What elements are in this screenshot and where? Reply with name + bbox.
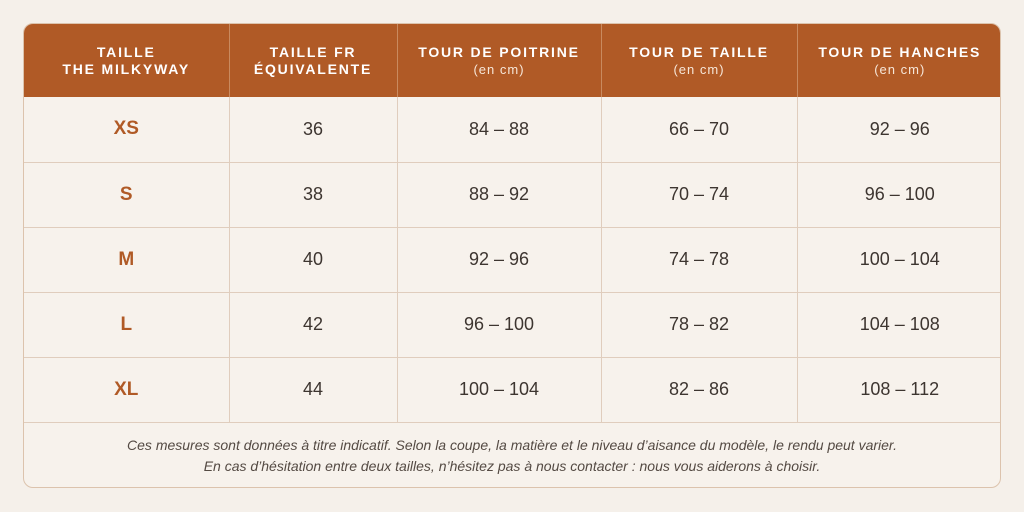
cell-chest: 84 – 88 xyxy=(396,97,601,162)
cell-size: S xyxy=(24,161,229,227)
cell-hips: 92 – 96 xyxy=(796,97,1000,162)
disclaimer-line1: Ces mesures sont données à titre indicat… xyxy=(127,437,897,453)
header-row: TAILLE THE MILKYWAY TAILLE FR ÉQUIVALENT… xyxy=(24,24,1000,97)
table-row: L 42 96 – 100 78 – 82 104 – 108 xyxy=(24,291,1000,357)
header-hips-title: TOUR DE HANCHES xyxy=(818,43,982,60)
header-size-line2: THE MILKYWAY xyxy=(62,60,191,77)
cell-fr: 42 xyxy=(228,291,397,357)
cell-hips: 100 – 104 xyxy=(796,226,1000,292)
header-chest-unit: (en cm) xyxy=(473,61,525,77)
cell-hips: 108 – 112 xyxy=(796,356,1000,422)
cell-chest: 88 – 92 xyxy=(396,161,601,227)
header-size-milkyway: TAILLE THE MILKYWAY xyxy=(24,24,229,97)
header-chest-title: TOUR DE POITRINE xyxy=(418,43,580,60)
header-chest: TOUR DE POITRINE (en cm) xyxy=(396,24,601,97)
header-hips-unit: (en cm) xyxy=(874,61,926,77)
header-size-line1: TAILLE xyxy=(96,43,156,60)
header-hips: TOUR DE HANCHES (en cm) xyxy=(796,24,1000,97)
cell-waist: 78 – 82 xyxy=(600,291,797,357)
cell-waist: 66 – 70 xyxy=(600,97,797,162)
cell-fr: 38 xyxy=(228,161,397,227)
cell-hips: 96 – 100 xyxy=(796,161,1000,227)
cell-size: XS xyxy=(113,118,139,140)
header-waist-title: TOUR DE TAILLE xyxy=(629,43,769,60)
cell-chest: 100 – 104 xyxy=(396,356,601,422)
cell-fr: 40 xyxy=(228,226,397,292)
table-row: M 40 92 – 96 74 – 78 100 – 104 xyxy=(24,226,1000,292)
table-header: TAILLE THE MILKYWAY TAILLE FR ÉQUIVALENT… xyxy=(24,24,1000,97)
disclaimer-note: Ces mesures sont données à titre indicat… xyxy=(24,422,1000,487)
cell-fr: 36 xyxy=(228,97,397,162)
header-waist: TOUR DE TAILLE (en cm) xyxy=(600,24,797,97)
header-size-fr: TAILLE FR ÉQUIVALENTE xyxy=(228,24,397,97)
header-fr-line2: ÉQUIVALENTE xyxy=(253,60,373,77)
size-table: TAILLE THE MILKYWAY TAILLE FR ÉQUIVALENT… xyxy=(24,24,1000,422)
cell-waist: 82 – 86 xyxy=(600,356,797,422)
cell-size: L xyxy=(24,291,229,357)
table-row: XL 44 100 – 104 82 – 86 108 – 112 xyxy=(24,356,1000,422)
cell-chest: 92 – 96 xyxy=(396,226,601,292)
cell-size: M xyxy=(24,226,229,292)
cell-waist: 70 – 74 xyxy=(600,161,797,227)
cell-chest: 96 – 100 xyxy=(396,291,601,357)
size-guide-card: TAILLE THE MILKYWAY TAILLE FR ÉQUIVALENT… xyxy=(23,23,1001,488)
disclaimer-line2: En cas d’hésitation entre deux tailles, … xyxy=(203,458,821,474)
cell-waist: 74 – 78 xyxy=(600,226,797,292)
table-row: S 38 88 – 92 70 – 74 96 – 100 xyxy=(24,161,1000,227)
header-waist-unit: (en cm) xyxy=(673,61,725,77)
table-body: XS 36 84 – 88 66 – 70 92 – 96 S 38 88 – … xyxy=(24,97,1000,422)
table-row: XS 36 84 – 88 66 – 70 92 – 96 xyxy=(24,97,1000,162)
cell-hips: 104 – 108 xyxy=(796,291,1000,357)
cell-size: XL xyxy=(24,356,229,422)
cell-fr: 44 xyxy=(228,356,397,422)
header-fr-line1: TAILLE FR xyxy=(269,43,357,60)
